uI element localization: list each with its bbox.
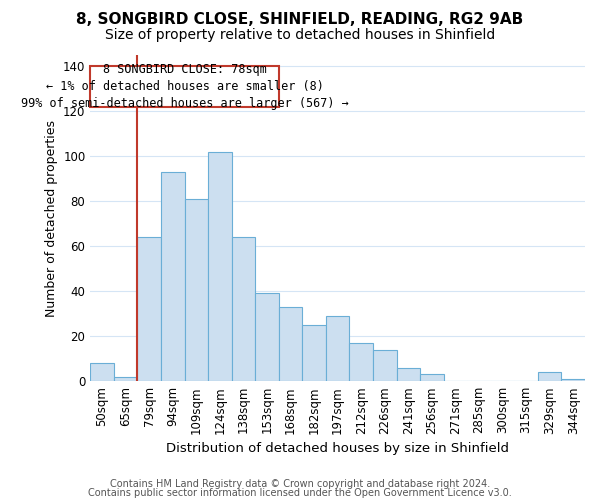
Bar [373,350,397,381]
Bar [302,325,326,381]
Text: 8 SONGBIRD CLOSE: 78sqm
← 1% of detached houses are smaller (8)
99% of semi-deta: 8 SONGBIRD CLOSE: 78sqm ← 1% of detached… [20,63,349,110]
Bar [562,379,585,381]
Bar [326,316,349,381]
Bar [161,172,185,381]
Text: 8, SONGBIRD CLOSE, SHINFIELD, READING, RG2 9AB: 8, SONGBIRD CLOSE, SHINFIELD, READING, R… [76,12,524,28]
Bar [279,307,302,381]
Bar [91,363,114,381]
Bar [420,374,443,381]
Text: Contains public sector information licensed under the Open Government Licence v3: Contains public sector information licen… [88,488,512,498]
Text: Contains HM Land Registry data © Crown copyright and database right 2024.: Contains HM Land Registry data © Crown c… [110,479,490,489]
X-axis label: Distribution of detached houses by size in Shinfield: Distribution of detached houses by size … [166,442,509,455]
Text: Size of property relative to detached houses in Shinfield: Size of property relative to detached ho… [105,28,495,42]
Bar [208,152,232,381]
Bar [185,199,208,381]
Bar [255,294,279,381]
Bar [397,368,420,381]
Bar [538,372,562,381]
Y-axis label: Number of detached properties: Number of detached properties [44,120,58,316]
Bar [114,376,137,381]
Bar [349,343,373,381]
FancyBboxPatch shape [91,66,279,106]
Bar [232,237,255,381]
Bar [137,237,161,381]
